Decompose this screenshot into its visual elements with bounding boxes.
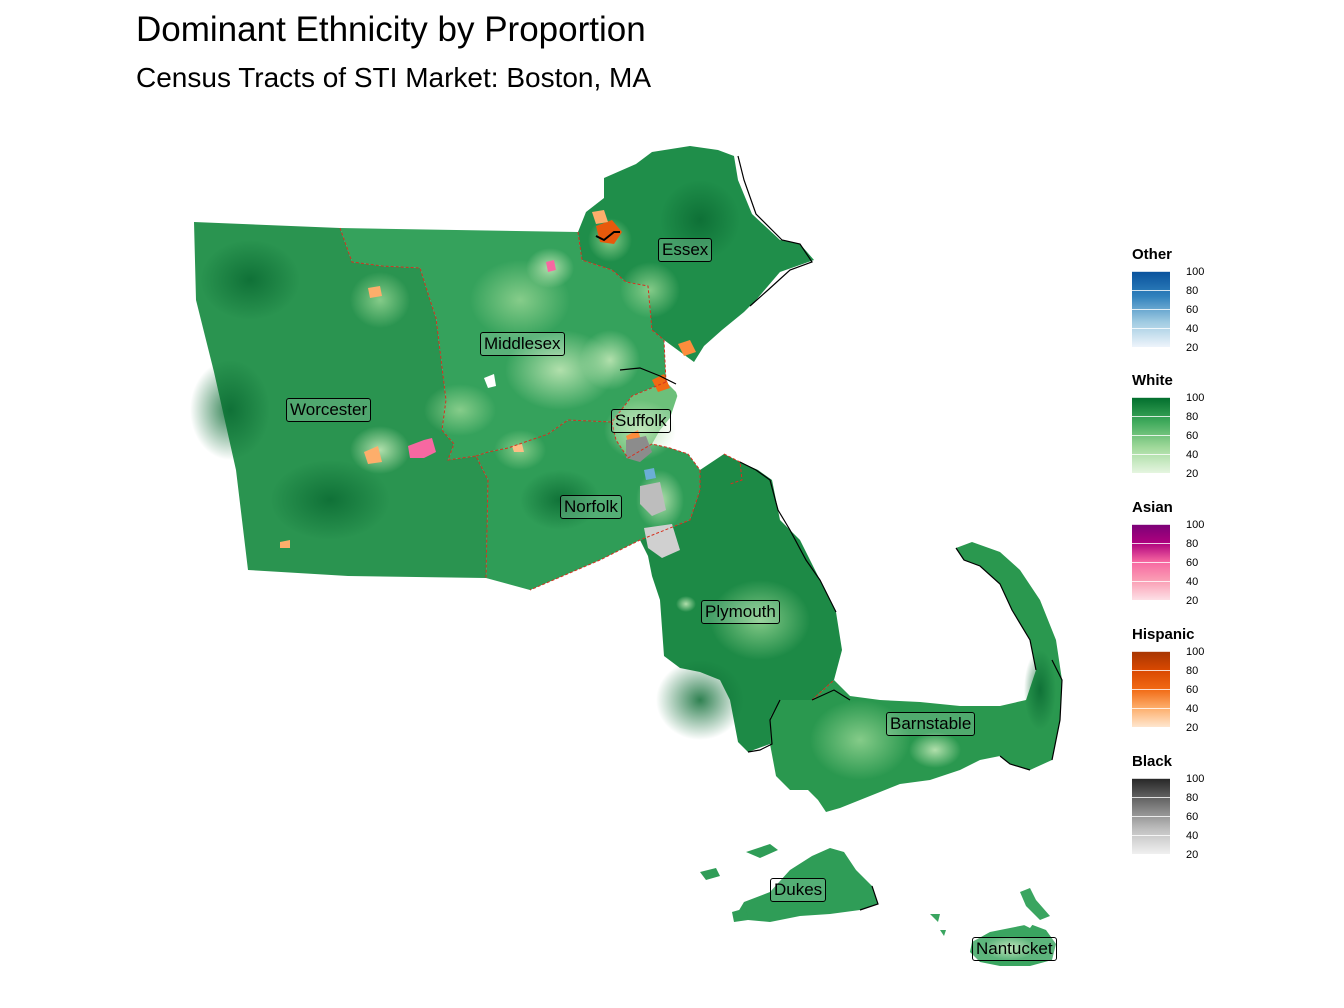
dukes-county-shape (738, 848, 878, 922)
legend-tick: 80 (1186, 538, 1199, 550)
hispanic-tracts-lawrence (596, 220, 622, 244)
hispanic-tracts-worcester (364, 446, 382, 464)
legend-tick: 100 (1186, 773, 1205, 785)
county-label-middlesex: Middlesex (480, 332, 565, 356)
legend-tick: 100 (1186, 646, 1205, 658)
legend-tick: 80 (1186, 411, 1199, 423)
legend-tick: 20 (1186, 468, 1199, 480)
lawrence-dark-line (595, 231, 620, 242)
legend-tick: 20 (1186, 722, 1199, 734)
tract-highlights (280, 210, 696, 558)
legend-tick: 40 (1186, 576, 1199, 588)
legend-tick: 40 (1186, 449, 1199, 461)
legend-tick: 80 (1186, 792, 1199, 804)
hispanic-tracts-lynn (678, 340, 696, 356)
legend-tick: 20 (1186, 342, 1199, 354)
legend-title-asian: Asian (1132, 499, 1173, 516)
county-label-barnstable: Barnstable (886, 712, 976, 736)
legend-tick: 20 (1186, 595, 1199, 607)
dukes-islands-shape (700, 844, 778, 922)
coastline (619, 155, 1063, 911)
legend-tick: 80 (1186, 285, 1199, 297)
legend-title-other: Other (1132, 246, 1173, 263)
black-tracts-brockton (644, 524, 680, 558)
legend-tick: 60 (1186, 684, 1199, 696)
county-label-suffolk: Suffolk (611, 409, 671, 433)
legend-asian: Asian 100 80 60 40 20 (1132, 499, 1232, 607)
hispanic-tracts-south-worcester (280, 540, 290, 548)
legend-other: Other 100 80 60 40 20 (1132, 246, 1232, 354)
legend-title-black: Black (1132, 753, 1173, 770)
hispanic-tracts-fitchburg (368, 286, 382, 298)
water-cutouts (484, 374, 1036, 928)
legend-tick: 60 (1186, 557, 1199, 569)
legend-tick: 100 (1186, 392, 1205, 404)
legend-tick: 100 (1186, 519, 1205, 531)
map-subtitle: Census Tracts of STI Market: Boston, MA (136, 62, 652, 93)
legend-tick: 40 (1186, 323, 1199, 335)
legend-body-other: 100 80 60 40 20 (1132, 266, 1232, 354)
legend-hispanic: Hispanic 100 80 60 40 20 (1132, 626, 1232, 734)
asian-tracts-lowell (546, 260, 556, 272)
legend-title-white: White (1132, 372, 1173, 389)
county-label-worcester: Worcester (286, 398, 372, 422)
legend-tick: 60 (1186, 430, 1199, 442)
nantucket-islands-shape (930, 888, 1050, 936)
legend-tick: 60 (1186, 304, 1199, 316)
legend-tick: 40 (1186, 703, 1199, 715)
legend-body-white: 100 80 60 40 20 (1132, 392, 1232, 480)
county-label-essex: Essex (658, 238, 713, 262)
legend-white: White 100 80 60 40 20 (1132, 372, 1232, 480)
legend-tick: 100 (1186, 266, 1205, 278)
county-label-nantucket: Nantucket (972, 937, 1057, 961)
legend-tick: 40 (1186, 830, 1199, 842)
legend-title-hispanic: Hispanic (1132, 626, 1195, 643)
legend-tick: 80 (1186, 665, 1199, 677)
black-tracts-randolph (640, 482, 666, 516)
asian-tracts-shrewsbury (408, 438, 436, 458)
legend-body-hispanic: 100 80 60 40 20 (1132, 646, 1232, 734)
legend-body-asian: 100 80 60 40 20 (1132, 519, 1232, 607)
county-borders (339, 227, 835, 701)
legend-tick: 60 (1186, 811, 1199, 823)
county-label-plymouth: Plymouth (701, 600, 780, 624)
hispanic-tracts-lawrence-light (592, 210, 608, 224)
legend-black: Black 100 80 60 40 20 (1132, 753, 1232, 861)
county-label-norfolk: Norfolk (560, 495, 622, 519)
other-tracts-quincy (644, 468, 656, 480)
map-title: Dominant Ethnicity by Proportion (136, 10, 646, 49)
tract-texture (190, 180, 1056, 960)
legend-body-black: 100 80 60 40 20 (1132, 773, 1232, 861)
county-label-dukes: Dukes (770, 878, 827, 902)
legend-tick: 20 (1186, 849, 1199, 861)
